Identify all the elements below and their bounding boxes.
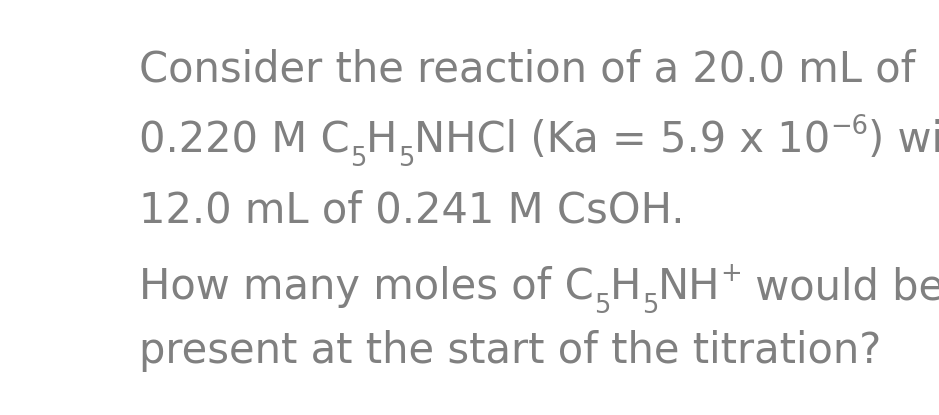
Text: ) with: ) with xyxy=(869,119,939,161)
Text: 5: 5 xyxy=(641,293,658,320)
Text: +: + xyxy=(720,261,743,288)
Text: −6: −6 xyxy=(830,115,869,141)
Text: Consider the reaction of a 20.0 mL of: Consider the reaction of a 20.0 mL of xyxy=(139,49,916,91)
Text: 0.220 M C: 0.220 M C xyxy=(139,119,350,161)
Text: 5: 5 xyxy=(594,293,610,320)
Text: NHCl (Ka = 5.9 x 10: NHCl (Ka = 5.9 x 10 xyxy=(414,119,830,161)
Text: 12.0 mL of 0.241 M CsOH.: 12.0 mL of 0.241 M CsOH. xyxy=(139,189,685,231)
Text: H: H xyxy=(610,266,641,308)
Text: present at the start of the titration?: present at the start of the titration? xyxy=(139,330,882,372)
Text: How many moles of C: How many moles of C xyxy=(139,266,594,308)
Text: would be: would be xyxy=(743,266,939,308)
Text: 5: 5 xyxy=(350,146,366,173)
Text: H: H xyxy=(366,119,397,161)
Text: 5: 5 xyxy=(397,146,414,173)
Text: NH: NH xyxy=(658,266,720,308)
